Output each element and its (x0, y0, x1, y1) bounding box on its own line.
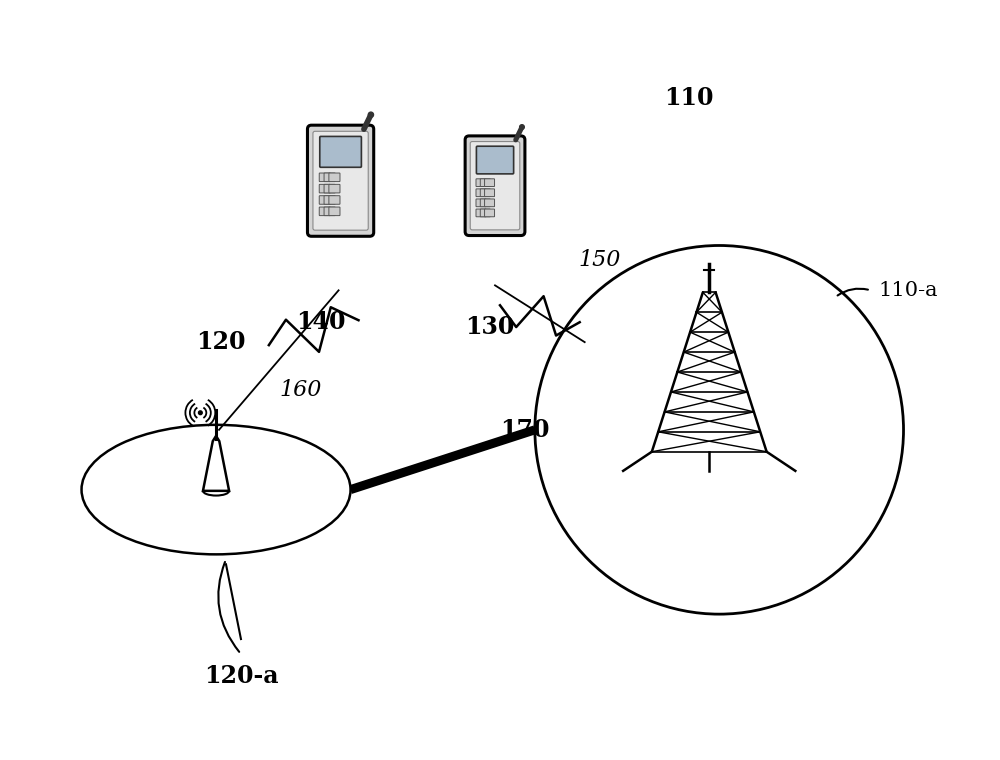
FancyBboxPatch shape (324, 196, 335, 204)
FancyBboxPatch shape (485, 199, 495, 207)
FancyBboxPatch shape (324, 207, 335, 216)
Text: 170: 170 (500, 418, 550, 442)
FancyBboxPatch shape (476, 199, 486, 207)
FancyBboxPatch shape (476, 146, 514, 174)
FancyBboxPatch shape (320, 137, 361, 167)
Text: 110-a: 110-a (879, 281, 938, 300)
FancyBboxPatch shape (485, 179, 495, 186)
Circle shape (520, 125, 524, 129)
FancyBboxPatch shape (480, 199, 490, 207)
Circle shape (535, 245, 904, 614)
FancyBboxPatch shape (329, 196, 340, 204)
FancyBboxPatch shape (476, 209, 486, 217)
FancyBboxPatch shape (319, 173, 330, 182)
Text: 120-a: 120-a (204, 664, 278, 688)
Circle shape (368, 112, 374, 117)
FancyBboxPatch shape (480, 209, 490, 217)
FancyBboxPatch shape (470, 141, 520, 230)
Polygon shape (203, 436, 229, 491)
Text: 130: 130 (465, 315, 515, 339)
Ellipse shape (82, 425, 351, 554)
Text: 150: 150 (578, 249, 621, 271)
FancyBboxPatch shape (476, 189, 486, 197)
Text: 120: 120 (196, 330, 246, 354)
FancyBboxPatch shape (319, 196, 330, 204)
FancyBboxPatch shape (476, 179, 486, 186)
FancyBboxPatch shape (480, 189, 490, 197)
FancyBboxPatch shape (485, 189, 495, 197)
Circle shape (198, 411, 202, 415)
FancyBboxPatch shape (319, 185, 330, 193)
FancyBboxPatch shape (329, 207, 340, 216)
FancyBboxPatch shape (307, 125, 374, 236)
FancyBboxPatch shape (313, 131, 368, 230)
Text: 110: 110 (665, 86, 714, 110)
FancyBboxPatch shape (319, 207, 330, 216)
FancyBboxPatch shape (480, 179, 490, 186)
FancyBboxPatch shape (465, 136, 525, 236)
FancyBboxPatch shape (329, 173, 340, 182)
Text: 140: 140 (296, 310, 345, 334)
Text: 160: 160 (280, 379, 322, 401)
FancyBboxPatch shape (485, 209, 495, 217)
FancyBboxPatch shape (324, 185, 335, 193)
FancyBboxPatch shape (324, 173, 335, 182)
FancyBboxPatch shape (329, 185, 340, 193)
